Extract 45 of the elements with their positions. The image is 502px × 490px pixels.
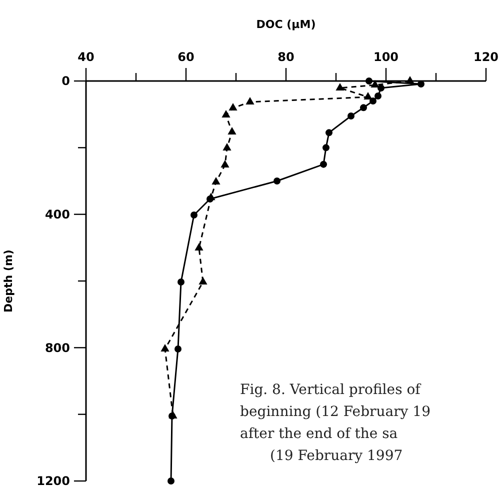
annotation: beginning (12 February 19	[240, 404, 430, 420]
point	[190, 212, 198, 218]
point	[418, 80, 424, 88]
point	[160, 344, 170, 352]
point	[336, 83, 344, 90]
point	[360, 104, 367, 112]
point	[348, 112, 354, 120]
point	[168, 478, 174, 484]
y-tick-label: 800	[44, 340, 70, 355]
point	[364, 92, 372, 100]
point	[378, 84, 384, 92]
point	[374, 92, 382, 100]
point	[366, 78, 372, 84]
point	[222, 110, 230, 118]
point	[212, 177, 220, 184]
point	[206, 192, 216, 200]
x-tick-label: 80	[278, 50, 294, 64]
annotation: after the end of the sa	[240, 426, 398, 442]
point	[370, 80, 380, 88]
point	[174, 346, 182, 352]
point	[220, 160, 230, 168]
point	[228, 103, 238, 110]
y-tick-label: 0	[62, 74, 70, 88]
y-tick-label: 400	[44, 208, 70, 222]
point	[320, 160, 327, 168]
point	[194, 243, 204, 250]
y-axis-title: Depth (m)	[2, 250, 15, 312]
x-tick-label: 120	[473, 50, 499, 64]
annotation: Fig. 8. Vertical profiles of	[240, 382, 422, 398]
point	[222, 143, 232, 150]
point	[322, 144, 330, 152]
point	[178, 278, 184, 286]
point	[406, 76, 414, 84]
y-tick-label: 1200	[36, 474, 70, 488]
x-tick-label: 40	[78, 50, 94, 64]
point	[326, 129, 332, 136]
point	[198, 277, 208, 284]
point	[370, 98, 376, 104]
x-tick-label: 100	[373, 50, 399, 64]
point	[274, 178, 280, 184]
x-axis-title: DOC (µM)	[256, 18, 316, 31]
point	[228, 127, 236, 134]
x-tick-label: 60	[178, 50, 194, 64]
annotation: (19 February 1997	[270, 448, 403, 464]
point	[246, 97, 254, 104]
